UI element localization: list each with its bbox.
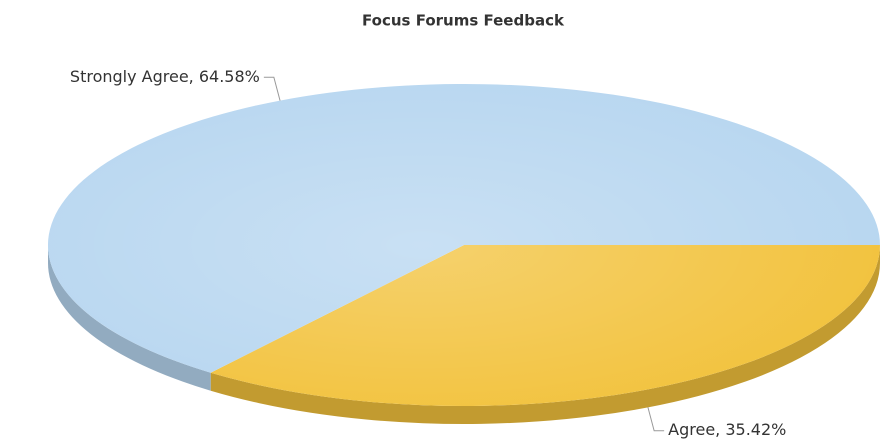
slice-side [48, 245, 211, 391]
highlight [48, 84, 880, 406]
chart-title: Focus Forums Feedback [362, 12, 565, 30]
slice-side [210, 245, 880, 424]
leader-line [263, 76, 281, 101]
leader-line [647, 407, 665, 432]
data-label: Agree, 35.42% [668, 420, 786, 439]
data-label: Strongly Agree, 64.58% [70, 67, 260, 86]
